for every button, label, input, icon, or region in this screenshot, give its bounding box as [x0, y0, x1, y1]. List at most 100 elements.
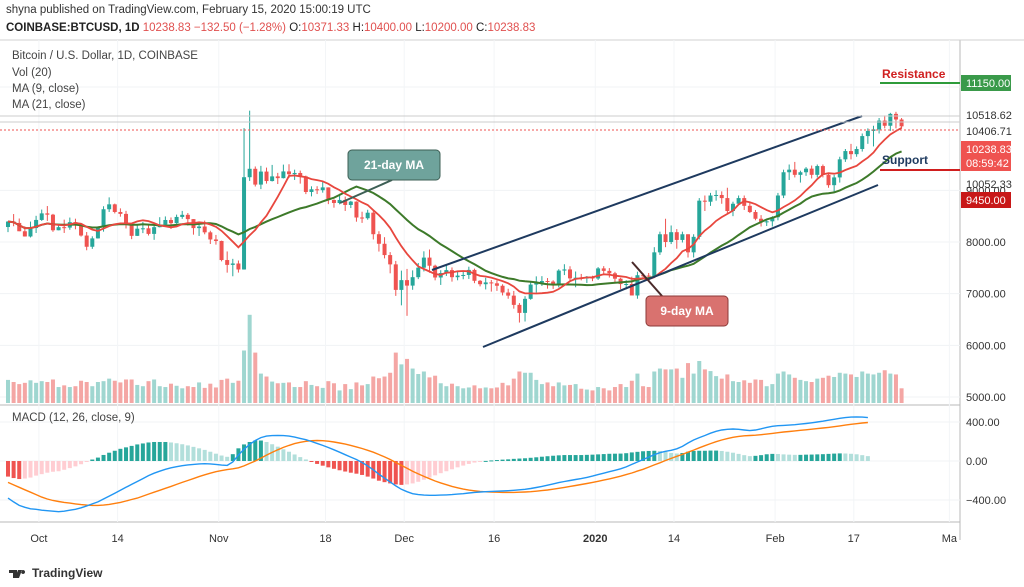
volume-bar	[747, 382, 752, 403]
macd-histogram-bar	[669, 452, 674, 461]
candle-body	[365, 212, 370, 219]
macd-histogram-bar	[67, 461, 72, 469]
volume-bar	[275, 383, 280, 403]
candle-body	[247, 168, 252, 178]
candle-body	[804, 168, 809, 173]
volume-bar	[50, 379, 55, 403]
macd-histogram-bar	[287, 451, 291, 461]
candle-body	[433, 265, 438, 278]
candle-body	[500, 285, 505, 293]
candle-body	[208, 232, 213, 240]
candle-body	[877, 120, 882, 130]
candle-body	[219, 240, 224, 261]
candle-body	[270, 176, 275, 182]
ma21-callout-label: 21-day MA	[364, 158, 424, 172]
macd-histogram-bar	[28, 461, 33, 478]
macd-histogram-bar	[483, 460, 488, 462]
macd-histogram-bar	[90, 459, 95, 461]
candle-body	[62, 227, 67, 229]
symbol-ohlc-line: COINBASE:BTCUSD, 1D 10238.83 −132.50 (−1…	[6, 22, 535, 34]
volume-bar	[607, 390, 612, 403]
macd-histogram-bar	[56, 461, 61, 472]
candle-body	[528, 284, 533, 299]
macd-histogram-bar	[860, 455, 865, 461]
time-axis: Oct 14 Nov 18 Dec 16 2020 14 Feb 17 Ma	[30, 533, 958, 545]
candle-body	[899, 119, 904, 127]
volume-bar	[427, 377, 432, 403]
candle-body	[236, 263, 241, 270]
macd-histogram-bar	[494, 460, 499, 462]
macd-histogram-bar	[118, 448, 123, 461]
volume-bar	[691, 373, 696, 403]
candle-body	[849, 151, 853, 155]
macd-histogram-bar	[180, 444, 185, 461]
volume-bar	[534, 379, 539, 403]
macd-histogram-bar	[596, 454, 601, 461]
candle-body	[107, 204, 112, 210]
volume-bar	[298, 387, 303, 403]
volume-bar	[365, 384, 370, 403]
macd-histogram-bar	[742, 455, 747, 461]
volume-bar	[478, 388, 483, 403]
volume-bar	[202, 387, 207, 403]
macd-histogram-bar	[11, 461, 16, 479]
ma9-callout-label: 9-day MA	[660, 304, 714, 318]
volume-bar	[236, 380, 241, 403]
volume-bar	[320, 387, 325, 403]
volume-bar	[416, 374, 421, 403]
candle-body	[601, 268, 606, 271]
tradingview-logo[interactable]: TradingView	[8, 566, 102, 580]
volume-bar	[348, 389, 353, 403]
chart-title: Bitcoin / U.S. Dollar, 1D, COINBASE	[12, 50, 198, 62]
candle-body	[50, 214, 55, 231]
volume-bar	[562, 385, 567, 403]
volume-bar	[551, 386, 556, 403]
volume-bar	[163, 387, 168, 403]
candle-body	[135, 228, 140, 236]
price-tick-label: 5000.00	[966, 392, 1006, 404]
macd-histogram-bar	[399, 461, 404, 485]
time-tick-label: 14	[111, 533, 123, 545]
volume-bar	[871, 374, 876, 403]
volume-bar	[343, 384, 348, 403]
volume-bar	[449, 383, 454, 403]
macd-histogram-bar	[539, 456, 544, 461]
candle-body	[837, 159, 842, 178]
macd-histogram-bar	[95, 457, 100, 461]
candle-body	[792, 169, 797, 175]
price-tick-label: 7000.00	[966, 289, 1006, 301]
vol-legend: Vol (20)	[12, 67, 52, 79]
macd-histogram-bar	[663, 451, 668, 461]
macd-histogram-bar	[764, 454, 769, 461]
ma9-legend: MA (9, close)	[12, 83, 80, 95]
candle-body	[388, 255, 393, 265]
macd-histogram-bar	[84, 461, 89, 462]
volume-bar	[146, 381, 151, 403]
volume-bar	[893, 374, 898, 403]
volume-bar	[500, 382, 505, 403]
volume-bar	[270, 381, 275, 403]
volume-bar	[410, 368, 415, 403]
volume-bar	[714, 376, 719, 403]
candle-body	[494, 283, 499, 286]
countdown-tag: 08:59:42	[966, 158, 1009, 170]
volume-bar	[421, 371, 426, 403]
channel-lower-line	[482, 184, 879, 348]
macd-histogram-bar	[185, 445, 190, 461]
volume-bar	[376, 378, 381, 403]
volume-bar	[489, 388, 494, 403]
volume-bar	[781, 371, 786, 403]
volume-bar	[759, 379, 764, 403]
volume-bar	[315, 386, 320, 403]
candle-body	[798, 172, 803, 175]
candle-body	[893, 113, 898, 120]
candle-body	[84, 235, 89, 247]
volume-bar	[292, 387, 297, 403]
macd-histogram-bar	[264, 441, 269, 461]
macd-histogram-bar	[331, 461, 336, 469]
price-change: −132.50 (−1.28%)	[193, 22, 286, 34]
volume-bar	[674, 368, 679, 403]
candle-body	[354, 201, 359, 218]
volume-bar	[815, 378, 820, 403]
